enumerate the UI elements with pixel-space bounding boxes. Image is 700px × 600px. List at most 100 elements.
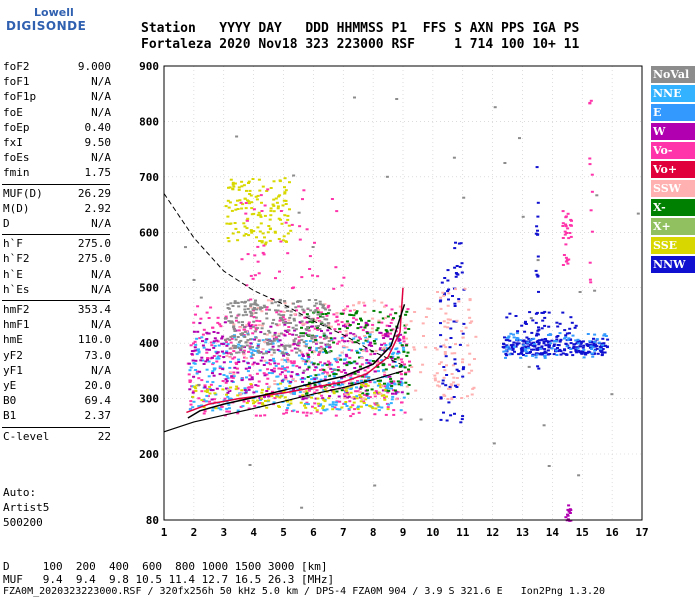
echo-point <box>569 348 573 350</box>
echo-point <box>283 318 287 321</box>
echo-point <box>443 353 447 355</box>
echo-point <box>564 225 568 228</box>
echo-point <box>314 299 318 301</box>
echo-point <box>256 307 260 309</box>
echo-point <box>460 271 464 274</box>
echo-point <box>227 206 231 209</box>
echo-point <box>387 389 391 392</box>
echo-point <box>297 305 301 308</box>
echo-point <box>249 303 253 306</box>
echo-point <box>247 182 250 184</box>
echo-point <box>225 375 229 378</box>
param-value: 9.000 <box>77 60 111 73</box>
echo-point <box>277 405 280 408</box>
echo-point <box>407 384 411 386</box>
echo-point <box>195 353 199 356</box>
echo-point <box>330 325 333 328</box>
echo-point <box>381 389 385 392</box>
echo-point <box>359 405 363 408</box>
echo-point <box>382 337 386 339</box>
echo-point <box>349 314 353 316</box>
trace-lines <box>163 193 406 433</box>
echo-point <box>563 349 567 352</box>
echo-point <box>376 365 380 368</box>
echo-point <box>335 401 338 404</box>
echo-point <box>243 328 247 331</box>
echo-point <box>603 333 607 336</box>
echo-point <box>578 345 582 348</box>
echo-point <box>323 400 327 403</box>
echo-point <box>255 362 259 365</box>
echo-point <box>240 334 244 336</box>
echo-point <box>535 341 539 343</box>
echo-point <box>569 224 573 227</box>
echo-point <box>381 364 385 367</box>
echo-point <box>331 403 335 406</box>
echo-point <box>302 309 306 312</box>
echo-point <box>265 312 268 315</box>
echo-point <box>240 207 244 210</box>
echo-point <box>188 369 192 372</box>
echo-point <box>229 386 233 389</box>
echo-point <box>452 320 456 323</box>
echo-point <box>368 359 372 362</box>
echo-point <box>265 306 269 309</box>
echo-point <box>407 328 411 330</box>
echo-point <box>228 338 232 341</box>
echo-point <box>309 412 313 415</box>
param-value: N/A <box>91 363 111 377</box>
echo-point <box>288 382 292 385</box>
param-value: 26.29 <box>77 186 111 200</box>
echo-point <box>582 348 586 351</box>
echo-point <box>240 377 244 380</box>
echo-point <box>251 353 255 356</box>
echo-point <box>228 222 232 225</box>
param-key: B0 <box>3 394 17 408</box>
echo-point <box>381 347 385 350</box>
echo-point <box>277 367 281 370</box>
echo-point <box>346 340 350 343</box>
echo-point <box>391 389 395 392</box>
echo-point <box>234 345 238 347</box>
echo-point <box>407 370 411 373</box>
echo-point <box>326 329 330 332</box>
echo-point <box>373 394 377 396</box>
echo-point <box>331 408 335 411</box>
echo-point <box>345 364 349 367</box>
echo-point <box>298 366 302 369</box>
echo-point <box>543 324 547 327</box>
echo-point <box>256 304 260 307</box>
echo-point <box>255 198 259 201</box>
echo-point <box>574 324 578 327</box>
echo-point <box>355 386 358 389</box>
echo-point <box>589 345 593 348</box>
echo-point <box>265 333 269 336</box>
echo-point <box>349 332 353 335</box>
echo-point <box>258 189 262 192</box>
echo-point <box>361 349 365 352</box>
echo-point <box>192 400 196 403</box>
echo-point <box>292 302 295 305</box>
echo-point <box>316 327 319 329</box>
x-tick-label: 17 <box>635 526 648 539</box>
echo-point <box>536 339 540 342</box>
echo-point <box>301 394 305 397</box>
echo-point <box>192 321 196 324</box>
echo-point <box>561 225 565 227</box>
echo-point <box>319 315 322 318</box>
echo-point <box>277 332 281 335</box>
echo-point <box>262 364 266 366</box>
echo-point <box>272 204 276 207</box>
echo-point <box>451 364 455 367</box>
echo-point <box>222 374 226 376</box>
echo-point <box>241 321 244 324</box>
echo-point <box>589 99 593 102</box>
echo-point <box>254 299 257 302</box>
echo-point <box>383 342 386 345</box>
echo-point <box>323 303 327 306</box>
echo-point <box>310 319 314 322</box>
echo-point <box>468 321 472 324</box>
echo-point <box>261 185 265 188</box>
echo-point <box>221 380 225 382</box>
echo-point <box>225 350 229 353</box>
